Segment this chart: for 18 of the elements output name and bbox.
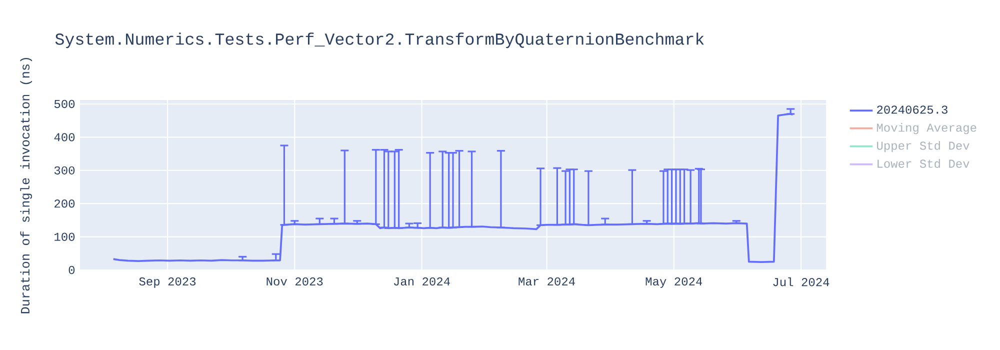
legend-label: 20240625.3 [877, 106, 948, 114]
y-tick-label: 300 [54, 166, 75, 174]
legend-label: Moving Average [876, 122, 976, 134]
x-tick-label: Jul 2024 [773, 277, 830, 286]
chart-title: System.Numerics.Tests.Perf_Vector2.TransformByQuaternionBenchmark [55, 32, 704, 48]
y-tick-label: 500 [54, 100, 75, 108]
legend-label: Upper Std Dev [877, 140, 970, 152]
x-tick-label: May 2024 [646, 277, 702, 288]
y-axis-title: Duration of single invocation (ns) [20, 58, 32, 314]
x-tick-label: Nov 2023 [266, 277, 323, 286]
y-tick-label: 100 [54, 232, 75, 241]
legend-label: Lower Std Dev [878, 159, 970, 168]
y-tick-label: 400 [54, 133, 75, 142]
x-tick-label: Mar 2024 [518, 277, 575, 286]
y-tick-label: 200 [54, 200, 75, 208]
y-tick-label: 0 [68, 266, 75, 274]
x-tick-label: Sep 2023 [139, 277, 196, 288]
x-tick-label: Jan 2024 [394, 277, 450, 286]
